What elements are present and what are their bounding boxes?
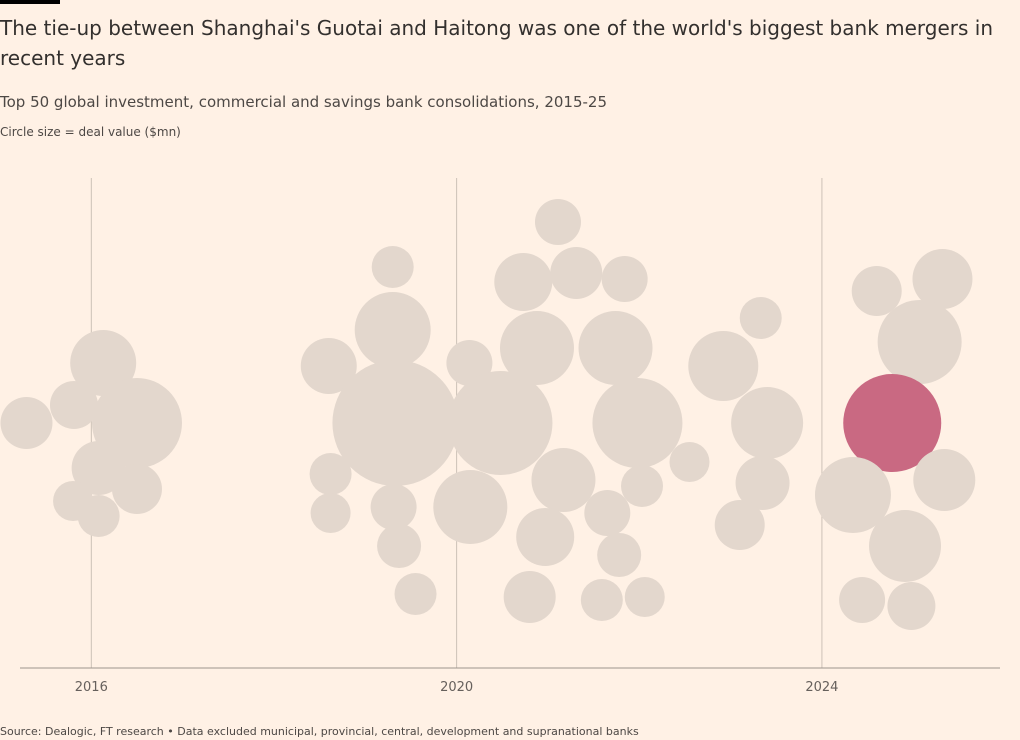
bubble-deal-29 — [516, 508, 575, 566]
bubble-deal-37 — [688, 331, 759, 401]
bubble-deal-50 — [887, 582, 936, 630]
source-note: Source: Dealogic, FT research • Data exc… — [0, 725, 639, 738]
bubble-deal-42 — [851, 266, 902, 316]
bubble-deal-34 — [624, 577, 665, 617]
bubble-deal-26 — [592, 378, 683, 468]
bubble-deal-1 — [0, 397, 53, 449]
bubble-deal-32 — [503, 571, 556, 623]
bubble-deal-19 — [448, 371, 553, 475]
bubble-deal-49 — [839, 577, 886, 623]
bubble-deal-43 — [912, 249, 973, 309]
bubble-deal-5 — [71, 441, 126, 495]
bubble-deal-2 — [49, 381, 98, 429]
bubble-deal-3 — [70, 330, 137, 396]
bubble-deal-17 — [394, 573, 437, 615]
chart-subtitle: Top 50 global investment, commercial and… — [0, 93, 608, 111]
bubble-deal-10 — [354, 292, 431, 368]
bubble-deal-15 — [370, 484, 417, 530]
bubble-deal-31 — [597, 533, 642, 577]
bubble-deal-6 — [111, 464, 162, 514]
ft-brand-bar — [0, 0, 60, 4]
bubble-deal-13 — [309, 453, 352, 495]
bubble-deal-35 — [621, 465, 664, 507]
bubble-deal-27 — [433, 470, 508, 544]
bubble-deal-23 — [499, 311, 574, 385]
bubble-deal-25 — [601, 256, 648, 302]
x-tick-label-2020: 2020 — [440, 680, 473, 695]
bubble-deal-12 — [332, 360, 459, 486]
bubble-deal-18 — [446, 340, 493, 386]
x-tick-label-2024: 2024 — [805, 680, 838, 695]
chart-title: The tie-up between Shanghai's Guotai and… — [0, 16, 994, 70]
bubble-deal-38 — [739, 297, 782, 339]
bubble-deal-44 — [877, 300, 962, 384]
bubble-deal-16 — [377, 524, 422, 568]
bubble-deal-24 — [578, 311, 653, 385]
bubble-deal-9 — [300, 338, 357, 394]
bubble-deal-21 — [534, 199, 581, 245]
bubble-deal-41 — [714, 500, 765, 550]
bubble-deal-8 — [77, 495, 120, 537]
size-legend-note: Circle size = deal value ($mn) — [0, 125, 181, 139]
bubble-deal-28 — [531, 448, 596, 512]
bubbles — [0, 199, 976, 630]
bubble-deal-20 — [494, 253, 553, 311]
bubble-deal-4 — [91, 378, 182, 468]
bubble-deal-39 — [731, 387, 804, 459]
bubble-deal-36 — [669, 442, 710, 482]
bubble-deal-22 — [550, 247, 603, 299]
bubble-deal-11 — [371, 246, 414, 288]
bubble-deal-40 — [735, 456, 790, 510]
bubble-deal-48 — [869, 510, 942, 582]
bubble-deal-30 — [584, 490, 631, 536]
bubble-deal-47 — [913, 449, 976, 511]
bubble-deal-46 — [814, 457, 891, 533]
bubble-deal-14 — [310, 493, 351, 533]
bubble-highlight-guotai-haitong — [843, 374, 942, 472]
x-axis-ticks: 2016 2020 2024 — [75, 680, 839, 695]
bubble-deal-33 — [580, 579, 623, 621]
x-tick-label-2016: 2016 — [75, 680, 108, 695]
